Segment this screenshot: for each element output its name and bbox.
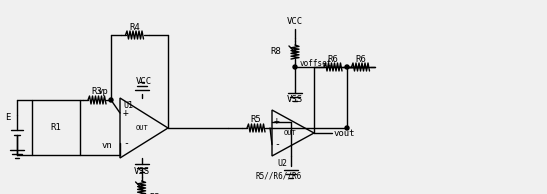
- Text: R4: R4: [129, 23, 140, 31]
- Text: R6: R6: [355, 55, 366, 63]
- Text: +: +: [123, 108, 129, 118]
- Text: -: -: [274, 139, 280, 150]
- Text: +: +: [274, 117, 280, 126]
- Text: OUT: OUT: [136, 125, 148, 131]
- Text: U1: U1: [123, 101, 133, 111]
- Text: R5: R5: [251, 115, 261, 125]
- Text: VSS: VSS: [133, 166, 150, 176]
- Text: VCC: VCC: [136, 76, 152, 86]
- Text: vn: vn: [101, 141, 112, 151]
- Circle shape: [109, 98, 113, 102]
- Text: R5//R6//R6: R5//R6//R6: [256, 171, 302, 180]
- Text: -: -: [123, 138, 129, 148]
- Text: vout: vout: [334, 128, 356, 138]
- Text: R8: R8: [270, 48, 281, 56]
- Circle shape: [293, 65, 297, 69]
- Text: R6: R6: [328, 55, 339, 63]
- Text: U2: U2: [277, 159, 287, 169]
- Circle shape: [345, 126, 349, 130]
- Text: vp: vp: [97, 87, 108, 95]
- Bar: [32, 100, 80, 155]
- Text: R3: R3: [92, 87, 102, 96]
- Text: OUT: OUT: [284, 130, 296, 136]
- Text: R1: R1: [51, 122, 61, 132]
- Text: E: E: [4, 113, 10, 122]
- Text: R2: R2: [149, 193, 160, 194]
- Circle shape: [345, 65, 349, 69]
- Text: VSS: VSS: [287, 94, 303, 104]
- Text: voffset: voffset: [300, 60, 333, 68]
- Text: VCC: VCC: [287, 17, 303, 27]
